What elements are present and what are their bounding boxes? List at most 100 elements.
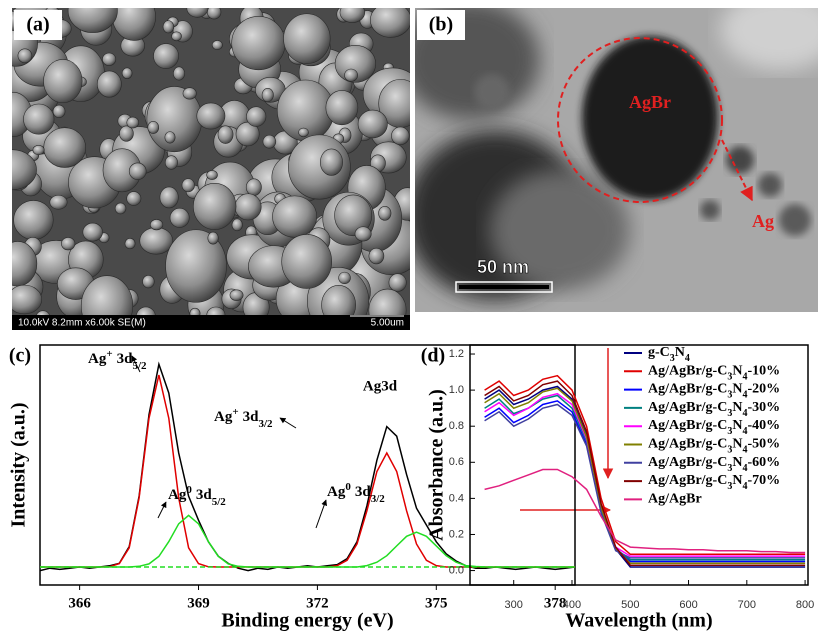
legend-label: g-C3N4 xyxy=(648,345,690,364)
plot-frame xyxy=(469,344,809,586)
y-tick-label: 1.2 xyxy=(449,348,464,360)
particle xyxy=(150,219,164,231)
annotation-part: 3d xyxy=(117,351,134,367)
annotation-part: 3d xyxy=(355,484,372,500)
particle xyxy=(354,226,372,242)
particle xyxy=(196,102,226,130)
annotation-part: Ag xyxy=(88,351,107,367)
annotation-part: 5/2 xyxy=(132,360,147,372)
series-line xyxy=(484,387,806,565)
particle xyxy=(124,238,136,250)
annotation-part: Ag xyxy=(214,409,233,425)
sem-footer xyxy=(12,315,410,330)
particle xyxy=(82,222,103,242)
y-tick-label: 1.0 xyxy=(449,384,464,396)
ag-particle xyxy=(779,204,811,236)
particle xyxy=(319,148,343,176)
particle xyxy=(378,205,392,221)
annotation-part: + xyxy=(232,406,238,418)
particle xyxy=(96,70,122,98)
x-tick-label: 375 xyxy=(425,595,448,611)
particle xyxy=(128,162,147,180)
particle xyxy=(357,109,388,139)
ag-particle xyxy=(726,146,754,174)
particle xyxy=(12,149,37,191)
particle xyxy=(261,88,274,103)
particle xyxy=(211,40,223,50)
particle xyxy=(147,121,160,134)
particle xyxy=(217,125,234,144)
ag-label: Ag xyxy=(752,211,774,231)
peak-annotation: Ag+ 3d5/2 xyxy=(88,348,147,372)
particle xyxy=(298,127,309,138)
agbr-particle xyxy=(582,36,718,200)
annotation-part: + xyxy=(106,348,112,360)
peak-annotation: Ag+ 3d3/2 xyxy=(214,406,273,430)
x-tick-label: 300 xyxy=(505,599,523,611)
particle xyxy=(164,131,176,144)
particle xyxy=(272,195,318,238)
particle xyxy=(246,106,267,127)
particle xyxy=(182,87,197,100)
x-tick-label: 366 xyxy=(68,595,91,611)
y-axis-label: Intensity (a.u.) xyxy=(8,402,30,527)
particle xyxy=(43,59,83,104)
legend-label: Ag/AgBr/g-C3N4-70% xyxy=(648,473,780,492)
ag-particle xyxy=(758,173,782,197)
particle xyxy=(173,66,186,81)
annotation-part: Ag xyxy=(327,484,346,500)
particle xyxy=(334,194,373,237)
series-line xyxy=(484,394,806,561)
particle xyxy=(370,8,410,38)
y-axis-label: Absorbance (a.u.) xyxy=(426,389,448,541)
particle xyxy=(388,273,407,292)
particle xyxy=(126,191,142,206)
particle xyxy=(119,125,134,142)
label-box xyxy=(14,10,62,40)
particle xyxy=(231,218,243,232)
particle xyxy=(344,68,358,82)
particle xyxy=(139,227,174,255)
panel-label: (a) xyxy=(26,14,49,36)
particle xyxy=(281,234,333,289)
scale-box xyxy=(455,281,553,293)
series-line xyxy=(484,385,806,568)
x-tick-label: 500 xyxy=(621,599,639,611)
particle xyxy=(61,237,76,251)
annotation-part: 5/2 xyxy=(212,496,227,508)
particle xyxy=(169,207,190,228)
particle xyxy=(207,231,219,245)
series-line xyxy=(484,400,806,563)
ag-particle xyxy=(700,200,720,220)
tem-image xyxy=(415,8,818,312)
annotation-part: 3/2 xyxy=(258,418,273,430)
particle xyxy=(121,67,133,80)
particle xyxy=(339,8,366,23)
legend-label: Ag/AgBr/g-C3N4-20% xyxy=(648,382,780,401)
annotation-part: 0 xyxy=(186,484,192,496)
peak-annotation: Ag0 3d5/2 xyxy=(168,484,226,508)
scale-label: 50 nm xyxy=(477,257,529,277)
particle xyxy=(52,104,66,119)
annotation-part: Ag xyxy=(168,487,187,503)
particle xyxy=(338,271,351,285)
particle xyxy=(49,194,68,210)
ag-arrow xyxy=(721,139,753,202)
particle xyxy=(159,186,179,209)
particle xyxy=(17,48,33,64)
annotation-arrow xyxy=(131,355,141,373)
legend-label: Ag/AgBr/g-C3N4-60% xyxy=(648,455,780,474)
x-tick-label: 372 xyxy=(306,595,329,611)
particle xyxy=(43,127,87,168)
label-box xyxy=(417,10,465,40)
y-tick-label: 0.4 xyxy=(449,492,464,504)
x-tick-label: 400 xyxy=(563,599,581,611)
particle xyxy=(192,183,237,230)
particle xyxy=(162,20,175,34)
particle xyxy=(235,121,260,147)
particle xyxy=(181,178,195,193)
panel-label: (c) xyxy=(9,345,31,367)
particle xyxy=(126,116,140,129)
legend-label: Ag/AgBr/g-C3N4-40% xyxy=(648,418,780,437)
